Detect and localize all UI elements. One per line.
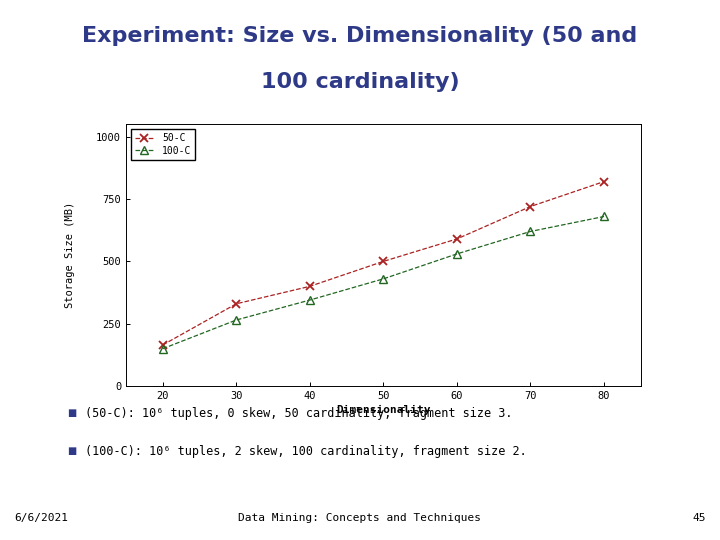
50-C <box>232 301 240 307</box>
Text: ■: ■ <box>67 447 76 456</box>
Text: Data Mining: Concepts and Techniques: Data Mining: Concepts and Techniques <box>238 514 482 523</box>
50-C <box>379 258 387 265</box>
100-C <box>600 213 608 220</box>
50-C <box>158 342 167 348</box>
Text: ■: ■ <box>67 408 76 418</box>
Text: (50-C): 10⁶ tuples, 0 skew, 50 cardinality, fragment size 3.: (50-C): 10⁶ tuples, 0 skew, 50 cardinali… <box>86 407 513 420</box>
50-C <box>600 178 608 185</box>
Text: 6/6/2021: 6/6/2021 <box>14 514 68 523</box>
100-C <box>232 317 240 323</box>
Text: 100 cardinality): 100 cardinality) <box>261 72 459 92</box>
Line: 50-C: 50-C <box>158 178 608 349</box>
Text: Experiment: Size vs. Dimensionality (50 and: Experiment: Size vs. Dimensionality (50 … <box>82 26 638 46</box>
50-C <box>453 235 462 242</box>
100-C <box>305 297 314 303</box>
100-C <box>379 275 387 282</box>
Text: 45: 45 <box>692 514 706 523</box>
100-C <box>526 228 535 235</box>
50-C <box>305 283 314 289</box>
Line: 100-C: 100-C <box>159 213 608 353</box>
Legend: 50-C, 100-C: 50-C, 100-C <box>131 129 195 160</box>
Text: (100-C): 10⁶ tuples, 2 skew, 100 cardinality, fragment size 2.: (100-C): 10⁶ tuples, 2 skew, 100 cardina… <box>86 445 527 458</box>
Y-axis label: Storage Size (MB): Storage Size (MB) <box>65 202 74 308</box>
100-C <box>158 346 167 352</box>
X-axis label: Dimensionality: Dimensionality <box>336 405 431 415</box>
100-C <box>453 251 462 257</box>
50-C <box>526 203 535 210</box>
